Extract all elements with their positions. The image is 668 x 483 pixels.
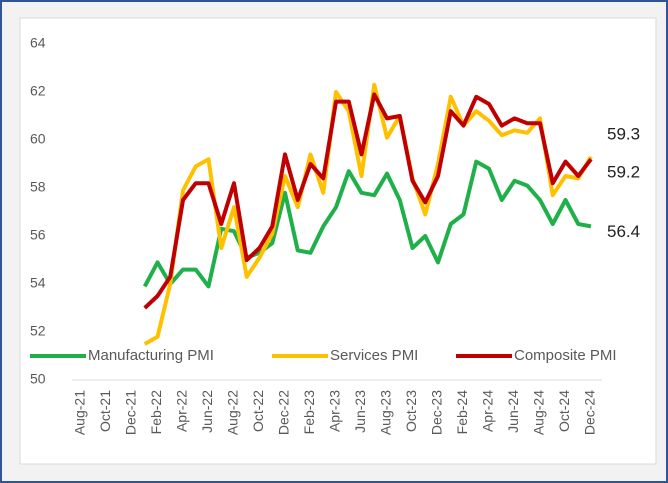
x-tick-label: Jun-24 [505, 390, 521, 433]
y-tick-label: 54 [30, 275, 46, 291]
x-tick-label: Apr-23 [327, 390, 343, 432]
y-tick-label: 64 [30, 35, 46, 51]
x-tick-label: Jun-22 [199, 390, 215, 433]
x-tick-label: Aug-21 [72, 390, 88, 435]
end-label: 59.2 [607, 163, 640, 182]
x-tick-label: Apr-22 [174, 390, 190, 432]
x-tick-label: Oct-22 [250, 390, 266, 432]
x-tick-label: Feb-22 [148, 390, 164, 435]
x-tick-label: Aug-22 [225, 390, 241, 435]
x-tick-label: Feb-24 [454, 390, 470, 435]
x-tick-label: Dec-23 [429, 390, 445, 435]
y-tick-label: 60 [30, 131, 46, 147]
end-label: 59.3 [607, 124, 640, 143]
end-label: 56.4 [607, 222, 640, 241]
legend-label: Manufacturing PMI [88, 347, 214, 364]
y-tick-label: 50 [30, 371, 46, 387]
y-tick-label: 58 [30, 179, 46, 195]
x-tick-label: Aug-24 [531, 390, 547, 435]
x-tick-label: Dec-22 [276, 390, 292, 435]
x-tick-label: Aug-23 [378, 390, 394, 435]
x-tick-label: Apr-24 [480, 390, 496, 432]
y-tick-label: 56 [30, 227, 46, 243]
legend-label: Services PMI [330, 347, 418, 364]
y-tick-label: 52 [30, 323, 46, 339]
x-tick-label: Dec-24 [582, 390, 598, 435]
x-tick-label: Jun-23 [352, 390, 368, 433]
x-tick-label: Oct-21 [97, 390, 113, 432]
y-tick-label: 62 [30, 83, 46, 99]
x-tick-label: Oct-23 [403, 390, 419, 432]
series-line [143, 92, 593, 310]
x-tick-label: Oct-24 [556, 390, 572, 432]
legend-label: Composite PMI [514, 347, 617, 364]
x-tick-label: Dec-21 [123, 390, 139, 435]
x-tick-label: Feb-23 [301, 390, 317, 435]
